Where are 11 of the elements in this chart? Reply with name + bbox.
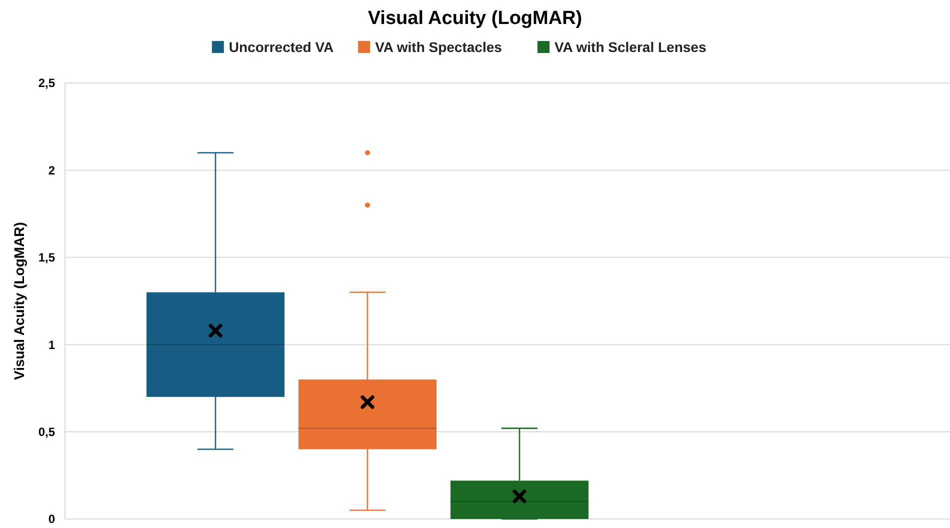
- legend-label: VA with Spectacles: [375, 39, 502, 55]
- y-tick-label: 1: [48, 338, 56, 352]
- y-axis-title: Visual Acuity (LogMAR): [11, 222, 27, 380]
- y-tick-label: 1,5: [38, 250, 56, 265]
- y-tick-label: 0: [48, 512, 56, 526]
- y-tick-label: 2,5: [38, 76, 56, 90]
- legend-label: Uncorrected VA: [228, 39, 334, 55]
- legend-label: VA with Scleral Lenses: [554, 39, 706, 55]
- y-tick-label: 0,5: [38, 425, 56, 439]
- y-tick-label: 2: [48, 163, 56, 178]
- chart-title: Visual Acuity (LogMAR): [368, 8, 582, 29]
